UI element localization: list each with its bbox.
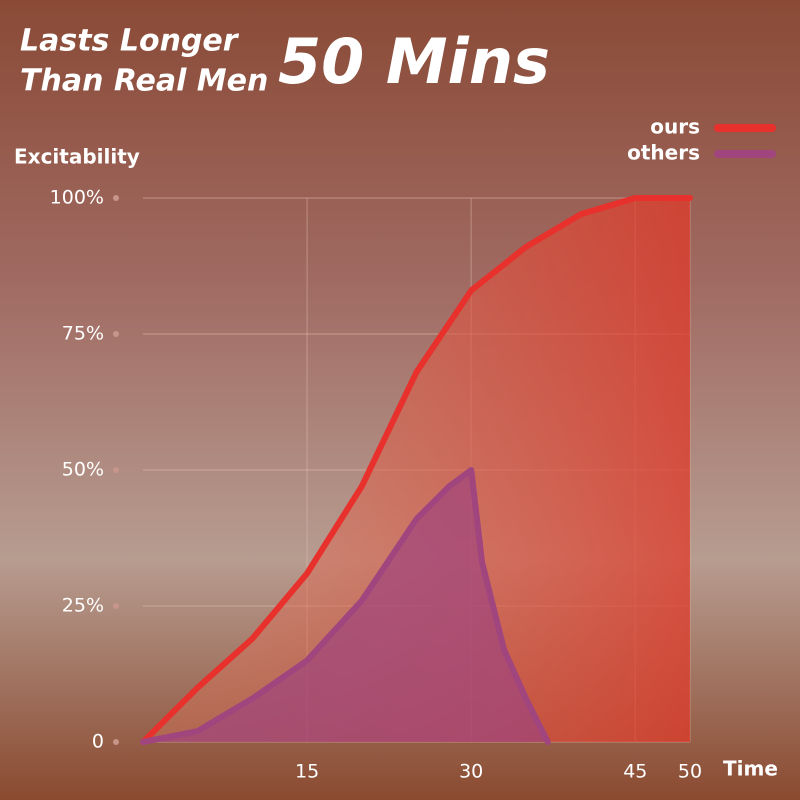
grid-dot [113, 331, 119, 337]
line [140, 195, 693, 745]
grid-dot [113, 467, 119, 473]
y-tick-label: 75% [62, 323, 104, 345]
x-tick-label: 15 [295, 761, 319, 783]
title-line: Lasts Longer [20, 24, 240, 59]
area [143, 470, 548, 742]
x-tick-label: 30 [459, 761, 483, 783]
y-axis-label: Excitability [14, 145, 140, 169]
y-tick-label: 100% [50, 187, 104, 209]
grid-dot [113, 739, 119, 745]
x-tick-label: 45 [623, 761, 647, 783]
legend-label: others [627, 141, 700, 165]
grid-dot [113, 603, 119, 609]
y-tick-label: 50% [62, 459, 104, 481]
headline: 50 Mins [278, 25, 550, 98]
legend-label: ours [650, 115, 700, 139]
title-line: Than Real Men [20, 64, 268, 99]
y-tick-label: 0 [92, 731, 104, 753]
x-axis-label: Time [723, 757, 778, 781]
x-tick-label: 50 [678, 761, 702, 783]
y-tick-label: 25% [62, 595, 104, 617]
line [140, 467, 551, 745]
grid-dot [113, 195, 119, 201]
